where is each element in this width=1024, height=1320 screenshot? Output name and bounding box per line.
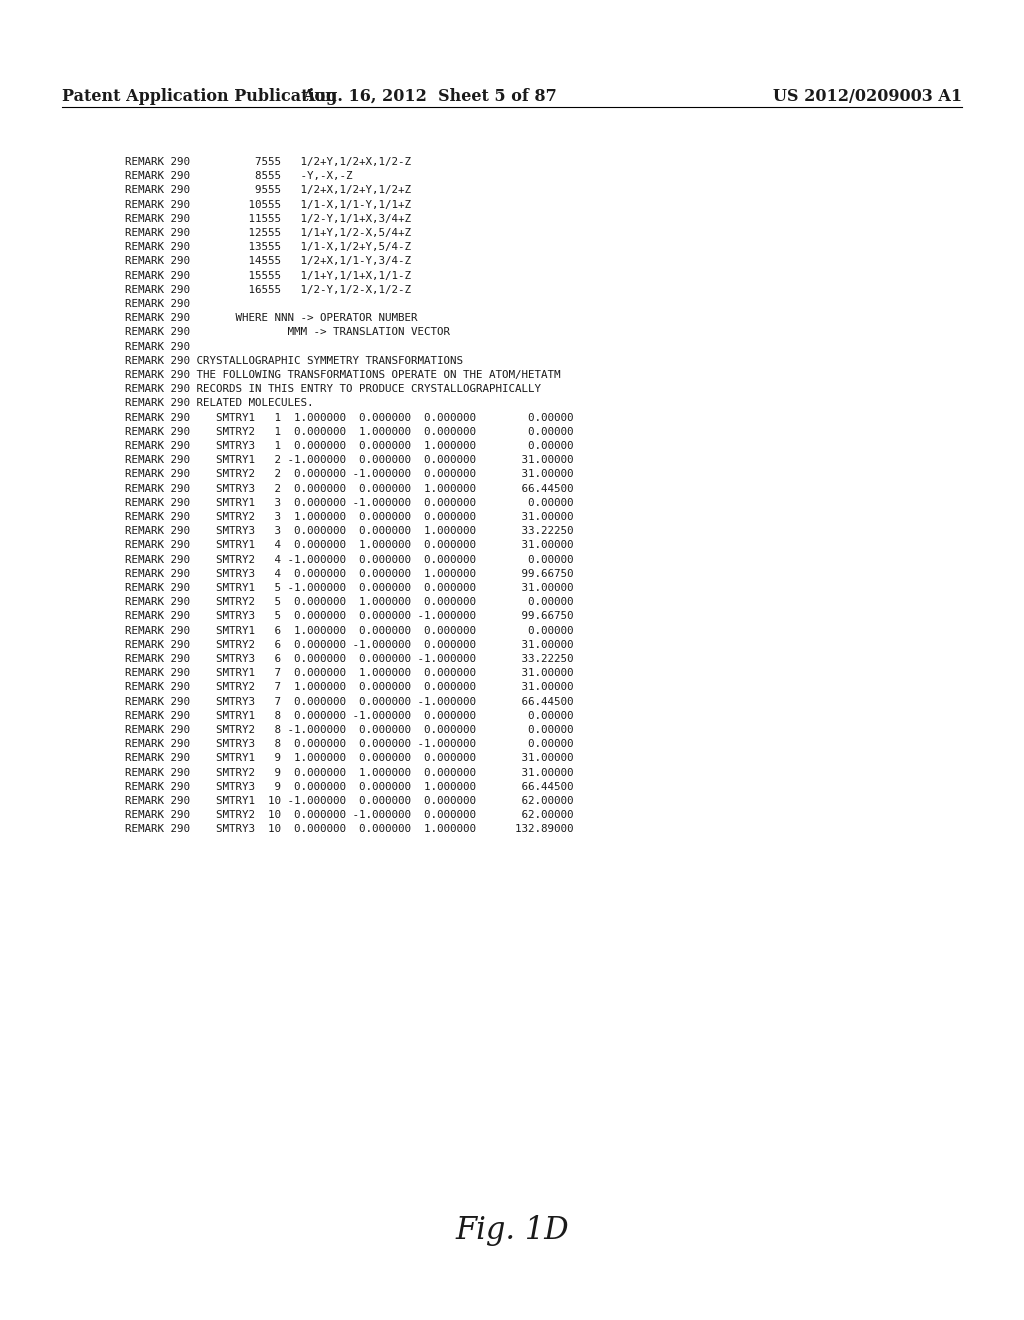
Text: REMARK 290 RELATED MOLECULES.: REMARK 290 RELATED MOLECULES. (125, 399, 313, 408)
Text: REMARK 290    SMTRY3   3  0.000000  0.000000  1.000000       33.22250: REMARK 290 SMTRY3 3 0.000000 0.000000 1.… (125, 527, 573, 536)
Text: REMARK 290    SMTRY3   6  0.000000  0.000000 -1.000000       33.22250: REMARK 290 SMTRY3 6 0.000000 0.000000 -1… (125, 653, 573, 664)
Text: REMARK 290    SMTRY2   5  0.000000  1.000000  0.000000        0.00000: REMARK 290 SMTRY2 5 0.000000 1.000000 0.… (125, 597, 573, 607)
Text: REMARK 290    SMTRY3  10  0.000000  0.000000  1.000000      132.89000: REMARK 290 SMTRY3 10 0.000000 0.000000 1… (125, 825, 573, 834)
Text: REMARK 290    SMTRY2   8 -1.000000  0.000000  0.000000        0.00000: REMARK 290 SMTRY2 8 -1.000000 0.000000 0… (125, 725, 573, 735)
Text: REMARK 290    SMTRY3   9  0.000000  0.000000  1.000000       66.44500: REMARK 290 SMTRY3 9 0.000000 0.000000 1.… (125, 781, 573, 792)
Text: US 2012/0209003 A1: US 2012/0209003 A1 (773, 88, 962, 106)
Text: REMARK 290       WHERE NNN -> OPERATOR NUMBER: REMARK 290 WHERE NNN -> OPERATOR NUMBER (125, 313, 418, 323)
Text: REMARK 290          9555   1/2+X,1/2+Y,1/2+Z: REMARK 290 9555 1/2+X,1/2+Y,1/2+Z (125, 185, 411, 195)
Text: REMARK 290    SMTRY3   2  0.000000  0.000000  1.000000       66.44500: REMARK 290 SMTRY3 2 0.000000 0.000000 1.… (125, 483, 573, 494)
Text: REMARK 290         14555   1/2+X,1/1-Y,3/4-Z: REMARK 290 14555 1/2+X,1/1-Y,3/4-Z (125, 256, 411, 267)
Text: REMARK 290    SMTRY1   3  0.000000 -1.000000  0.000000        0.00000: REMARK 290 SMTRY1 3 0.000000 -1.000000 0… (125, 498, 573, 508)
Text: REMARK 290    SMTRY2  10  0.000000 -1.000000  0.000000       62.00000: REMARK 290 SMTRY2 10 0.000000 -1.000000 … (125, 810, 573, 820)
Text: REMARK 290    SMTRY2   1  0.000000  1.000000  0.000000        0.00000: REMARK 290 SMTRY2 1 0.000000 1.000000 0.… (125, 426, 573, 437)
Text: REMARK 290    SMTRY2   7  1.000000  0.000000  0.000000       31.00000: REMARK 290 SMTRY2 7 1.000000 0.000000 0.… (125, 682, 573, 693)
Text: REMARK 290    SMTRY1  10 -1.000000  0.000000  0.000000       62.00000: REMARK 290 SMTRY1 10 -1.000000 0.000000 … (125, 796, 573, 807)
Text: REMARK 290    SMTRY1   9  1.000000  0.000000  0.000000       31.00000: REMARK 290 SMTRY1 9 1.000000 0.000000 0.… (125, 754, 573, 763)
Text: REMARK 290    SMTRY2   2  0.000000 -1.000000  0.000000       31.00000: REMARK 290 SMTRY2 2 0.000000 -1.000000 0… (125, 470, 573, 479)
Text: Patent Application Publication: Patent Application Publication (62, 88, 337, 106)
Text: REMARK 290    SMTRY2   4 -1.000000  0.000000  0.000000        0.00000: REMARK 290 SMTRY2 4 -1.000000 0.000000 0… (125, 554, 573, 565)
Text: REMARK 290    SMTRY3   7  0.000000  0.000000 -1.000000       66.44500: REMARK 290 SMTRY3 7 0.000000 0.000000 -1… (125, 697, 573, 706)
Text: Fig. 1D: Fig. 1D (455, 1214, 569, 1246)
Text: REMARK 290          7555   1/2+Y,1/2+X,1/2-Z: REMARK 290 7555 1/2+Y,1/2+X,1/2-Z (125, 157, 411, 168)
Text: REMARK 290    SMTRY2   9  0.000000  1.000000  0.000000       31.00000: REMARK 290 SMTRY2 9 0.000000 1.000000 0.… (125, 768, 573, 777)
Text: REMARK 290         15555   1/1+Y,1/1+X,1/1-Z: REMARK 290 15555 1/1+Y,1/1+X,1/1-Z (125, 271, 411, 281)
Text: REMARK 290 THE FOLLOWING TRANSFORMATIONS OPERATE ON THE ATOM/HETATM: REMARK 290 THE FOLLOWING TRANSFORMATIONS… (125, 370, 560, 380)
Text: REMARK 290    SMTRY2   3  1.000000  0.000000  0.000000       31.00000: REMARK 290 SMTRY2 3 1.000000 0.000000 0.… (125, 512, 573, 521)
Text: REMARK 290    SMTRY3   1  0.000000  0.000000  1.000000        0.00000: REMARK 290 SMTRY3 1 0.000000 0.000000 1.… (125, 441, 573, 451)
Text: REMARK 290    SMTRY2   6  0.000000 -1.000000  0.000000       31.00000: REMARK 290 SMTRY2 6 0.000000 -1.000000 0… (125, 640, 573, 649)
Text: REMARK 290    SMTRY3   5  0.000000  0.000000 -1.000000       99.66750: REMARK 290 SMTRY3 5 0.000000 0.000000 -1… (125, 611, 573, 622)
Text: REMARK 290    SMTRY1   5 -1.000000  0.000000  0.000000       31.00000: REMARK 290 SMTRY1 5 -1.000000 0.000000 0… (125, 583, 573, 593)
Text: REMARK 290         10555   1/1-X,1/1-Y,1/1+Z: REMARK 290 10555 1/1-X,1/1-Y,1/1+Z (125, 199, 411, 210)
Text: REMARK 290: REMARK 290 (125, 342, 190, 351)
Text: REMARK 290         13555   1/1-X,1/2+Y,5/4-Z: REMARK 290 13555 1/1-X,1/2+Y,5/4-Z (125, 242, 411, 252)
Text: REMARK 290 CRYSTALLOGRAPHIC SYMMETRY TRANSFORMATIONS: REMARK 290 CRYSTALLOGRAPHIC SYMMETRY TRA… (125, 356, 463, 366)
Text: REMARK 290    SMTRY1   7  0.000000  1.000000  0.000000       31.00000: REMARK 290 SMTRY1 7 0.000000 1.000000 0.… (125, 668, 573, 678)
Text: REMARK 290    SMTRY3   8  0.000000  0.000000 -1.000000        0.00000: REMARK 290 SMTRY3 8 0.000000 0.000000 -1… (125, 739, 573, 750)
Text: REMARK 290    SMTRY1   6  1.000000  0.000000  0.000000        0.00000: REMARK 290 SMTRY1 6 1.000000 0.000000 0.… (125, 626, 573, 636)
Text: REMARK 290    SMTRY3   4  0.000000  0.000000  1.000000       99.66750: REMARK 290 SMTRY3 4 0.000000 0.000000 1.… (125, 569, 573, 578)
Text: REMARK 290 RECORDS IN THIS ENTRY TO PRODUCE CRYSTALLOGRAPHICALLY: REMARK 290 RECORDS IN THIS ENTRY TO PROD… (125, 384, 541, 395)
Text: REMARK 290         16555   1/2-Y,1/2-X,1/2-Z: REMARK 290 16555 1/2-Y,1/2-X,1/2-Z (125, 285, 411, 294)
Text: REMARK 290: REMARK 290 (125, 300, 190, 309)
Text: REMARK 290         12555   1/1+Y,1/2-X,5/4+Z: REMARK 290 12555 1/1+Y,1/2-X,5/4+Z (125, 228, 411, 238)
Text: REMARK 290         11555   1/2-Y,1/1+X,3/4+Z: REMARK 290 11555 1/2-Y,1/1+X,3/4+Z (125, 214, 411, 224)
Text: REMARK 290    SMTRY1   2 -1.000000  0.000000  0.000000       31.00000: REMARK 290 SMTRY1 2 -1.000000 0.000000 0… (125, 455, 573, 465)
Text: REMARK 290    SMTRY1   8  0.000000 -1.000000  0.000000        0.00000: REMARK 290 SMTRY1 8 0.000000 -1.000000 0… (125, 710, 573, 721)
Text: Aug. 16, 2012  Sheet 5 of 87: Aug. 16, 2012 Sheet 5 of 87 (303, 88, 557, 106)
Text: REMARK 290               MMM -> TRANSLATION VECTOR: REMARK 290 MMM -> TRANSLATION VECTOR (125, 327, 450, 338)
Text: REMARK 290    SMTRY1   1  1.000000  0.000000  0.000000        0.00000: REMARK 290 SMTRY1 1 1.000000 0.000000 0.… (125, 413, 573, 422)
Text: REMARK 290          8555   -Y,-X,-Z: REMARK 290 8555 -Y,-X,-Z (125, 172, 352, 181)
Text: REMARK 290    SMTRY1   4  0.000000  1.000000  0.000000       31.00000: REMARK 290 SMTRY1 4 0.000000 1.000000 0.… (125, 540, 573, 550)
